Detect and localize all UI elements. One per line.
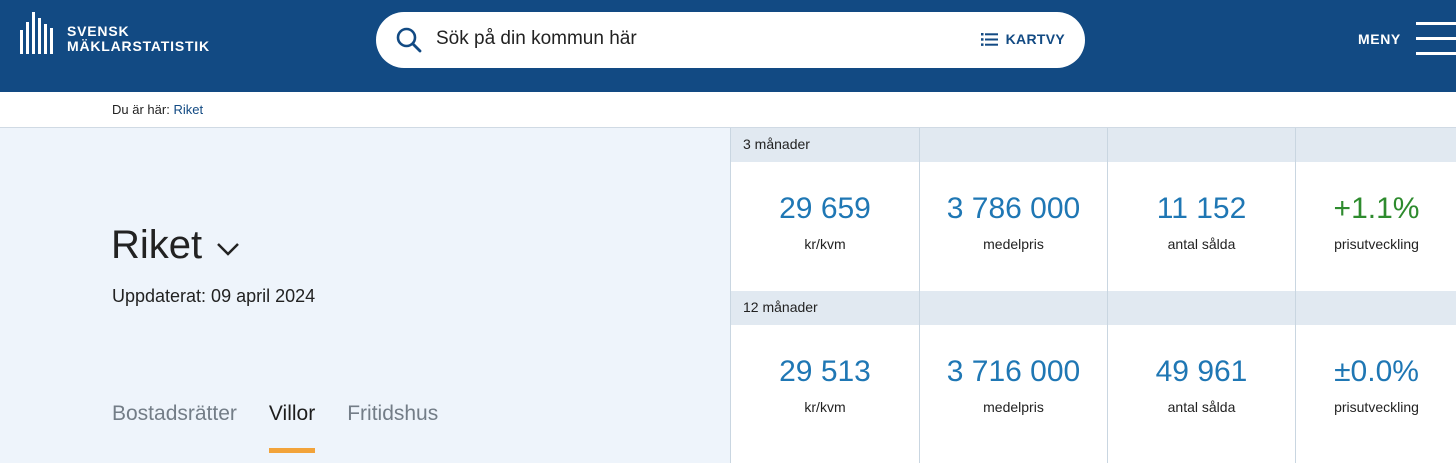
stat-value: ±0.0% xyxy=(1334,355,1419,388)
stat-value: 29 659 xyxy=(779,192,871,225)
search-bar[interactable]: Sök på din kommun här KARTVY xyxy=(376,12,1085,68)
property-type-tabs: Bostadsrätter Villor Fritidshus xyxy=(112,402,470,463)
logo-text: SVENSK MÄKLARSTATISTIK xyxy=(67,24,210,54)
logo-line-2: MÄKLARSTATISTIK xyxy=(67,38,210,54)
column-divider xyxy=(919,128,920,463)
breadcrumb-current[interactable]: Riket xyxy=(173,102,204,117)
stat-label: prisutveckling xyxy=(1334,399,1419,415)
site-header: SVENSK MÄKLARSTATISTIK Sök på din kommun… xyxy=(0,0,1456,92)
logo-line-1: SVENSK xyxy=(67,23,130,39)
updated-date: Uppdaterat: 09 april 2024 xyxy=(112,286,316,306)
column-divider xyxy=(1295,128,1296,463)
map-view-button[interactable]: KARTVY xyxy=(980,31,1065,47)
search-input[interactable]: Sök på din kommun här xyxy=(436,28,637,49)
stat-price-change-12m: ±0.0% prisutveckling xyxy=(1296,325,1456,463)
stat-value: 29 513 xyxy=(779,355,871,388)
stat-price-per-sqm-12m: 29 513 kr/kvm xyxy=(731,325,919,463)
period-header-3-months: 3 månader xyxy=(731,128,1456,162)
stat-label: medelpris xyxy=(983,236,1044,252)
menu-label[interactable]: MENY xyxy=(1358,31,1401,47)
column-divider xyxy=(1107,128,1108,463)
period-label: 3 månader xyxy=(743,136,810,152)
stat-label: prisutveckling xyxy=(1334,236,1419,252)
stat-label: kr/kvm xyxy=(804,399,846,415)
region-name: Riket xyxy=(111,223,203,267)
breadcrumb-bar: Du är här: Riket xyxy=(0,92,1456,128)
stat-price-per-sqm-3m: 29 659 kr/kvm xyxy=(731,162,919,291)
period-header-12-months: 12 månader xyxy=(731,291,1456,325)
stat-label: kr/kvm xyxy=(804,236,846,252)
stat-label: antal sålda xyxy=(1167,236,1236,252)
stat-value: 49 961 xyxy=(1155,355,1248,388)
tab-bostadsratter[interactable]: Bostadsrätter xyxy=(112,402,237,425)
list-icon xyxy=(980,32,998,46)
breadcrumb: Du är här: Riket xyxy=(112,102,203,117)
region-selector[interactable]: Riket xyxy=(111,223,240,268)
map-view-label: KARTVY xyxy=(1005,31,1065,47)
chevron-down-icon xyxy=(217,242,240,256)
stat-value: 11 152 xyxy=(1156,192,1247,225)
stat-sold-12m: 49 961 antal sålda xyxy=(1108,325,1295,463)
stat-median-price-12m: 3 716 000 medelpris xyxy=(920,325,1107,463)
period-label: 12 månader xyxy=(743,299,818,315)
stat-value: 3 786 000 xyxy=(946,192,1081,225)
site-logo[interactable]: SVENSK MÄKLARSTATISTIK xyxy=(20,12,210,54)
stat-median-price-3m: 3 786 000 medelpris xyxy=(920,162,1107,291)
stat-price-change-3m: +1.1% prisutveckling xyxy=(1296,162,1456,291)
breadcrumb-prefix: Du är här: xyxy=(112,102,170,117)
stat-sold-3m: 11 152 antal sålda xyxy=(1108,162,1295,291)
tab-villor[interactable]: Villor xyxy=(268,402,316,463)
search-icon[interactable] xyxy=(395,26,423,54)
stats-grid: 3 månader 29 659 kr/kvm 3 786 000 medelp… xyxy=(730,128,1456,463)
stat-value: +1.1% xyxy=(1333,192,1420,225)
stat-label: antal sålda xyxy=(1167,399,1236,415)
hamburger-menu-icon[interactable] xyxy=(1416,22,1456,56)
stat-label: medelpris xyxy=(983,399,1044,415)
tab-fritidshus[interactable]: Fritidshus xyxy=(347,402,439,425)
logo-bars-icon xyxy=(20,12,60,54)
stat-value: 3 716 000 xyxy=(946,355,1081,388)
